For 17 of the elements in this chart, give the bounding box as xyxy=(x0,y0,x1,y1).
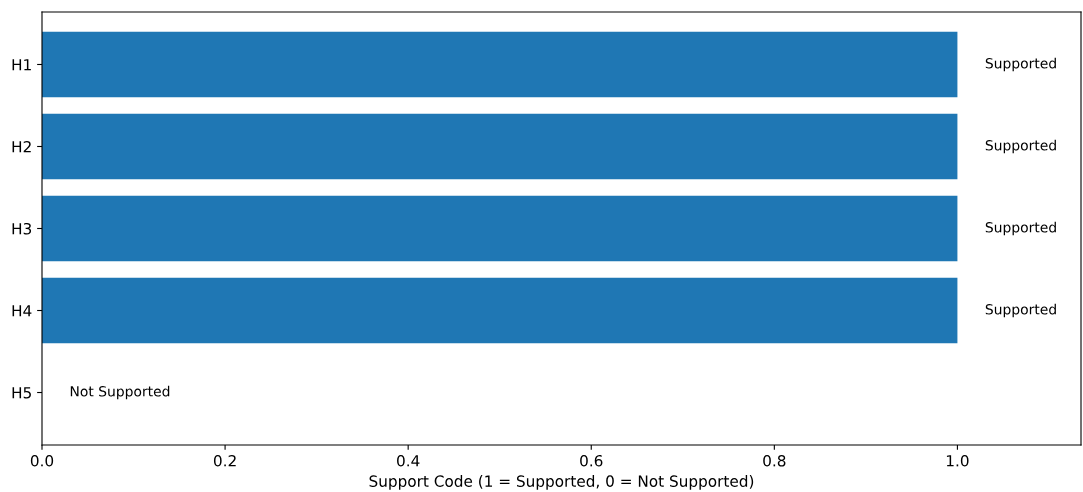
x-tick-label: 0.8 xyxy=(763,454,786,467)
y-tick-label: H5 xyxy=(12,387,31,399)
x-tick-label: 0.6 xyxy=(580,454,603,467)
y-tick-label: H4 xyxy=(12,305,32,317)
y-tick-label: H1 xyxy=(12,59,31,71)
data-label: Supported xyxy=(985,139,1056,154)
x-tick-label: 0.2 xyxy=(213,454,236,467)
x-tick-label: 0.4 xyxy=(397,454,420,467)
data-label: Not Supported xyxy=(70,385,170,400)
data-label: Supported xyxy=(985,303,1056,318)
x-tick-label: 1.0 xyxy=(946,454,969,467)
y-tick-label: H3 xyxy=(12,222,32,235)
y-tick-label: H2 xyxy=(12,140,31,153)
data-label: Supported xyxy=(985,57,1056,72)
data-label: Supported xyxy=(985,221,1056,236)
x-axis-title: Support Code (1 = Supported, 0 = Not Supported) xyxy=(369,475,754,490)
x-tick-label: 0.0 xyxy=(30,454,54,467)
